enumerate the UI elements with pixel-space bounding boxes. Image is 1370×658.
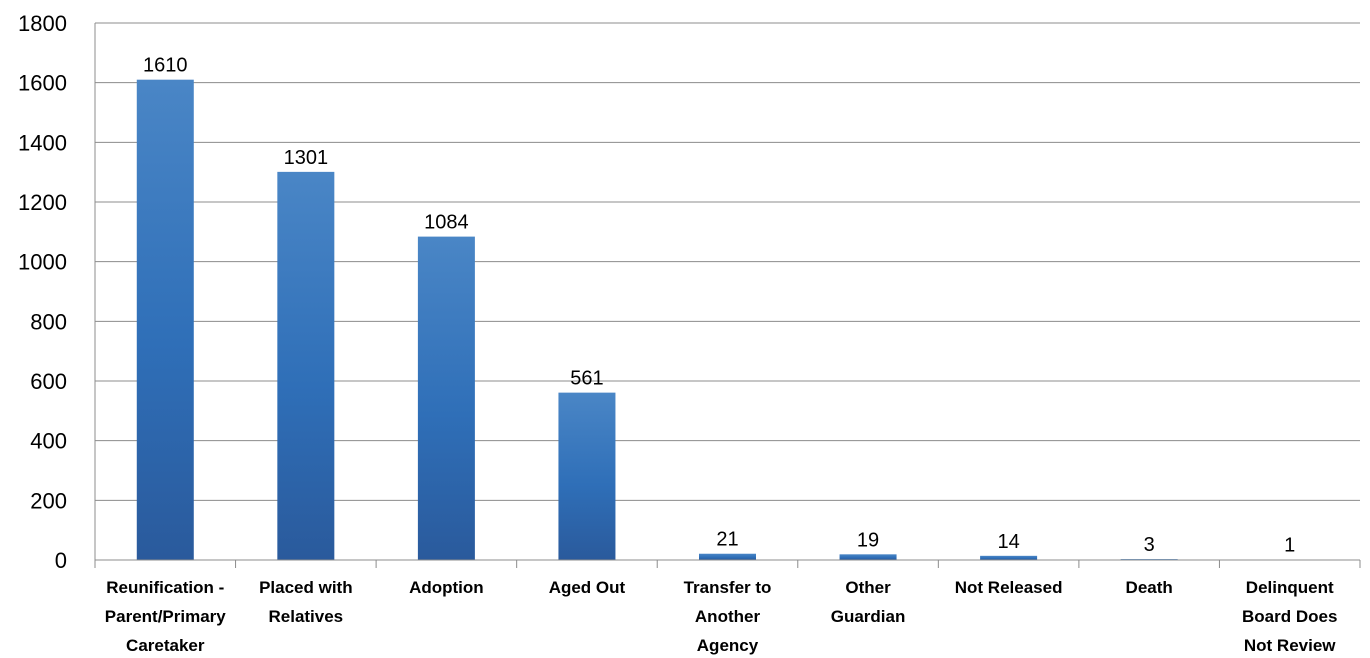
data-label: 21	[716, 529, 738, 551]
x-category-label: Placed with Relatives	[259, 578, 353, 626]
x-category-label: Delinquent Board Does Not Review	[1242, 578, 1337, 655]
y-tick-label: 600	[30, 369, 67, 394]
x-category-label: Transfer to Another Agency	[684, 578, 772, 655]
y-tick-label: 1200	[18, 190, 67, 215]
y-axis-tick-labels: 0 200 400 600 800 1000 1200 1400 1600 1800	[18, 11, 67, 573]
data-label: 1301	[284, 147, 329, 169]
bar	[980, 555, 1038, 560]
y-tick-label: 1000	[18, 250, 67, 275]
y-tick-label: 0	[55, 548, 67, 573]
y-tick-label: 200	[30, 488, 67, 513]
x-category-label: Other Guardian	[831, 578, 906, 626]
bar	[417, 236, 475, 560]
data-label: 14	[997, 531, 1019, 553]
data-label: 19	[857, 529, 879, 551]
data-label: 1	[1284, 535, 1295, 557]
x-category-label: Death	[1126, 578, 1173, 597]
data-label: 1610	[143, 55, 188, 77]
bar	[558, 392, 616, 560]
y-tick-label: 800	[30, 309, 67, 334]
x-axis-category-labels: Reunification -Parent/Primary Caretaker Pl…	[94, 560, 1361, 655]
bar	[839, 554, 897, 560]
data-labels: 1610 1301 1084 561 21 19 14 3 1	[143, 55, 1295, 557]
x-category-label: Not Released	[955, 578, 1063, 597]
bar	[277, 171, 335, 560]
data-label: 561	[570, 368, 603, 390]
data-label: 3	[1144, 534, 1155, 556]
x-category-label: Adoption	[409, 578, 484, 597]
bar	[136, 79, 194, 560]
x-category-label: Reunification -Parent/Primary Caretaker	[105, 578, 226, 655]
bars	[136, 79, 1319, 561]
y-tick-label: 1600	[18, 71, 67, 96]
data-label: 1084	[424, 212, 469, 234]
bar	[699, 553, 756, 560]
y-tick-label: 400	[30, 429, 67, 454]
y-tick-label: 1800	[18, 11, 67, 36]
x-category-label: Aged Out	[549, 578, 626, 597]
y-tick-label: 1400	[18, 130, 67, 155]
